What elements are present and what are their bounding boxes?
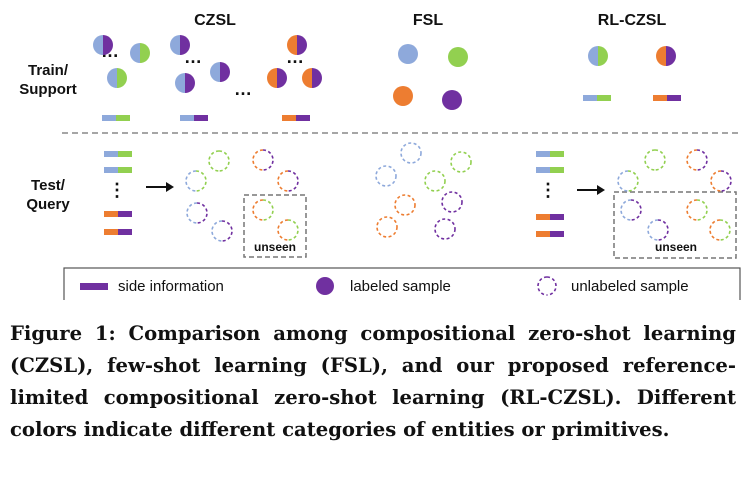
- unseen-label-rlczsl: unseen: [655, 240, 697, 254]
- legend-unlabeled-icon: [537, 276, 557, 296]
- header-fsl: FSL: [413, 12, 443, 29]
- side-info-bar: [104, 167, 132, 173]
- unseen-box-rlczsl: [613, 191, 737, 259]
- labeled-sample: [442, 90, 462, 110]
- unlabeled-sample: [252, 149, 274, 171]
- header-czsl: CZSL: [194, 12, 236, 29]
- unlabeled-sample: [400, 142, 422, 164]
- unlabeled-sample: [277, 170, 299, 192]
- comparison-diagram: CZSL FSL RL-CZSL Train/ Support Test/ Qu…: [19, 12, 742, 300]
- unlabeled-sample: [441, 191, 463, 213]
- unlabeled-sample: [394, 194, 416, 216]
- unlabeled-sample: [686, 149, 708, 171]
- side-info-bar: [102, 115, 130, 121]
- legend-label-side-info: side information: [118, 278, 224, 295]
- figure-caption: Figure 1: Comparison among compositional…: [10, 322, 736, 441]
- labeled-sample: [302, 68, 322, 88]
- unlabeled-sample: [208, 150, 230, 172]
- ellipsis-czsl-2: …: [184, 47, 202, 67]
- legend-labeled-icon: [316, 277, 334, 295]
- side-info-bar: [104, 151, 132, 157]
- legend-box: [63, 267, 741, 300]
- legend-side-info-icon: [80, 283, 108, 290]
- unseen-label-czsl: unseen: [254, 240, 296, 254]
- side-info-bar: [583, 95, 611, 101]
- labeled-sample: [130, 43, 150, 63]
- labeled-sample: [267, 68, 287, 88]
- side-info-bar: [180, 115, 208, 121]
- vdots-czsl: ⋮: [108, 180, 126, 200]
- unlabeled-sample: [644, 149, 666, 171]
- unlabeled-sample: [252, 199, 274, 221]
- legend-label-labeled: labeled sample: [350, 278, 451, 295]
- unlabeled-sample: [277, 219, 299, 241]
- side-info-bar: [536, 214, 564, 220]
- row-label-train-1: Train/: [28, 62, 69, 79]
- side-info-bar: [536, 151, 564, 157]
- unlabeled-sample: [450, 151, 472, 173]
- unlabeled-sample: [434, 218, 456, 240]
- labeled-sample: [93, 35, 113, 55]
- unlabeled-sample: [710, 170, 732, 192]
- side-info-bar: [282, 115, 310, 121]
- labeled-sample: [210, 62, 230, 82]
- row-label-test-1: Test/: [31, 177, 66, 194]
- unlabeled-sample: [211, 220, 233, 242]
- unlabeled-sample: [376, 216, 398, 238]
- labeled-sample: [175, 73, 195, 93]
- labeled-sample: [287, 35, 307, 55]
- unlabeled-sample: [185, 170, 207, 192]
- arrow-rlczsl: [577, 185, 605, 195]
- labeled-sample: [107, 68, 127, 88]
- side-info-bar: [536, 167, 564, 173]
- unlabeled-sample: [186, 202, 208, 224]
- unlabeled-sample: [617, 170, 639, 192]
- side-info-bar: [653, 95, 681, 101]
- side-info-bar: [104, 229, 132, 235]
- side-info-bar: [536, 231, 564, 237]
- unlabeled-sample: [424, 170, 446, 192]
- arrow-czsl: [146, 182, 174, 192]
- labeled-sample: [656, 46, 676, 66]
- row-label-train-2: Support: [19, 81, 77, 98]
- ellipsis-czsl-3: …: [234, 79, 252, 99]
- side-info-bar: [104, 211, 132, 217]
- unlabeled-sample: [709, 219, 731, 241]
- labeled-sample: [393, 86, 413, 106]
- legend-label-unlabeled: unlabeled sample: [571, 278, 689, 295]
- unlabeled-sample: [375, 165, 397, 187]
- unlabeled-sample: [686, 199, 708, 221]
- unlabeled-sample: [620, 199, 642, 221]
- labeled-sample: [170, 35, 190, 55]
- unseen-box-czsl: [243, 194, 307, 258]
- row-label-test-2: Query: [26, 196, 70, 213]
- vdots-rlczsl: ⋮: [539, 180, 557, 200]
- labeled-sample: [588, 46, 608, 66]
- labeled-sample: [448, 47, 468, 67]
- unlabeled-sample: [647, 219, 669, 241]
- labeled-sample: [398, 44, 418, 64]
- header-rl-czsl: RL-CZSL: [598, 12, 667, 29]
